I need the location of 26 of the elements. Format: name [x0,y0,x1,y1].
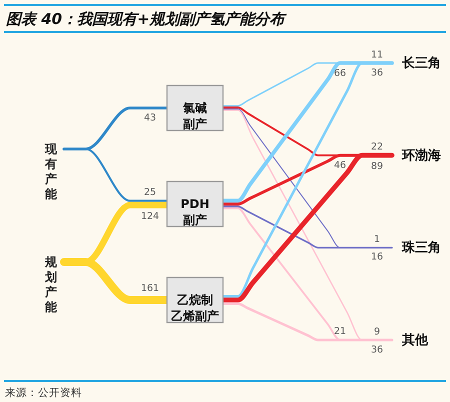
data-label: 161 [140,283,160,294]
data-label: 36 [370,67,384,78]
data-label: 89 [370,160,384,172]
data-label: 1 [374,234,380,246]
text: 图表 40：我国现有+规划副产氢产能分布 [6,10,288,28]
category-label: 规划产能 [44,255,58,314]
category-label: 氯碱副产 [182,101,207,131]
category-label: 长三角 [401,56,441,71]
data-label: 16 [370,252,384,263]
data-label: 11 [370,49,384,60]
data-label: 36 [370,344,384,356]
data-label: 22 [370,141,384,152]
category-label: 环渤海 [401,148,441,164]
data-label: 46 [334,160,346,171]
data-label: 21 [334,326,346,338]
data-label: 9 [374,326,380,338]
category-label: 现有产能 [44,142,58,201]
data-label: 124 [140,211,160,222]
data-label: 43 [144,112,156,124]
source-note: 来源：公开资料 [5,386,82,399]
data-label: 66 [334,68,346,79]
category-label: 其他 [401,333,429,348]
category-label: 珠三角 [401,240,441,256]
category-label: 乙烷制乙烯副产 [171,293,219,323]
category-label: PDH副产 [180,197,210,227]
data-label: 25 [144,186,156,198]
